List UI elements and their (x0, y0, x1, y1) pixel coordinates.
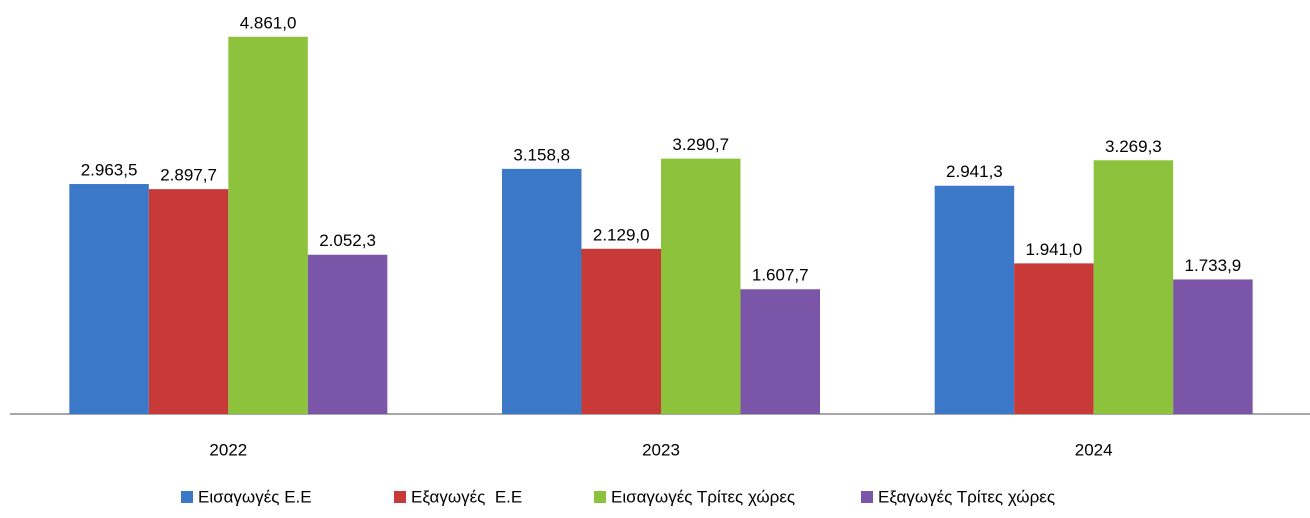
bar (740, 289, 820, 414)
data-label: 4.861,0 (240, 13, 297, 32)
data-label: 3.269,3 (1105, 137, 1162, 156)
bar (69, 184, 149, 414)
legend-swatch (594, 491, 606, 503)
legend-swatch (861, 491, 873, 503)
bar (581, 248, 661, 414)
bar (307, 254, 388, 414)
bar (1173, 279, 1253, 414)
data-label: 1.733,9 (1185, 256, 1242, 275)
bar (1014, 263, 1094, 414)
legend-swatch (181, 491, 193, 503)
data-label: 2.963,5 (81, 161, 138, 180)
x-tick-label: 2023 (642, 440, 680, 459)
data-label: 2.941,3 (946, 162, 1003, 181)
bar (661, 158, 741, 414)
legend-label: Εισαγωγές Τρίτες χώρες (611, 487, 795, 506)
bar (148, 189, 229, 414)
bar (1093, 160, 1174, 414)
bar (228, 36, 308, 414)
legend-label: Εξαγωγές Τρίτες χώρες (878, 487, 1055, 506)
bar (934, 185, 1015, 414)
x-tick-label: 2022 (209, 440, 247, 459)
data-label: 2.052,3 (319, 231, 376, 250)
legend-label: Εισαγωγές Ε.Ε (198, 487, 312, 506)
data-label: 1.941,0 (1026, 240, 1083, 259)
data-label: 1.607,7 (752, 266, 809, 285)
bar (502, 168, 582, 414)
data-label: 2.129,0 (593, 225, 650, 244)
data-label: 3.290,7 (672, 135, 729, 154)
data-label: 3.158,8 (513, 145, 570, 164)
x-tick-label: 2024 (1075, 440, 1113, 459)
data-label: 2.897,7 (160, 166, 217, 185)
legend-swatch (394, 491, 406, 503)
legend-label: Εξαγωγές Ε.Ε (411, 487, 522, 506)
